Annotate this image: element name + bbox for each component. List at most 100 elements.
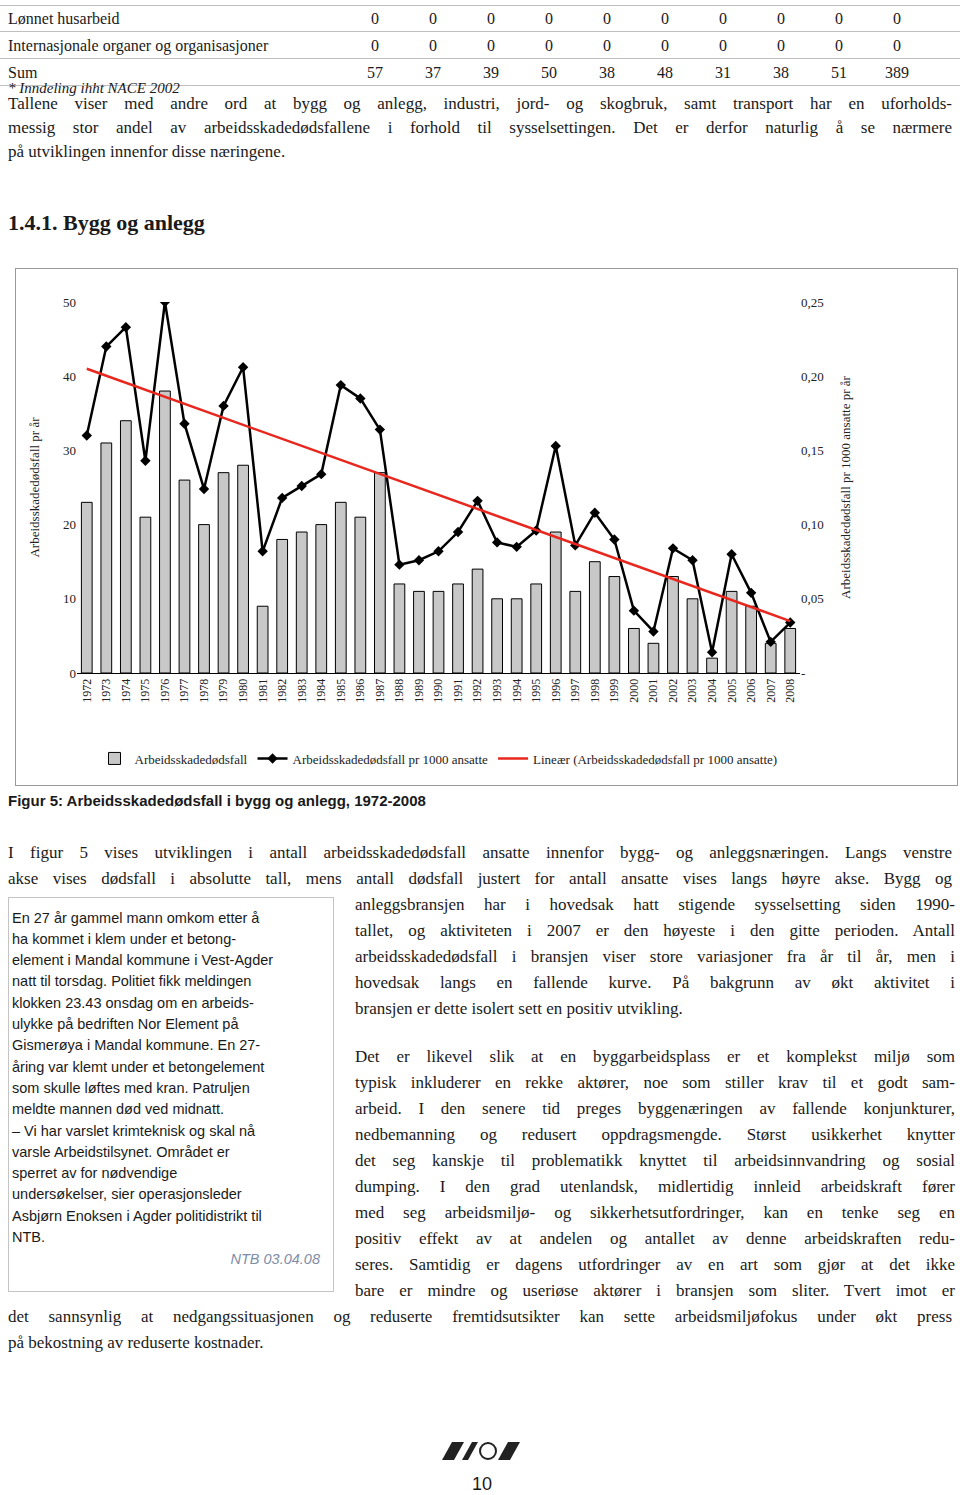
html-text:– Vi har varslet krimteknisk o: – Vi har varslet krimteknisk og skal nå <box>12 1122 256 1139</box>
svg-text:2003: 2003 <box>685 679 699 703</box>
html-text:Asbjørn Enoksen i Agder politi: Asbjørn Enoksen i Agder politidistrikt t… <box>12 1207 262 1224</box>
html-text:I figur 5 vises utviklingen i: I figur 5 vises utviklingen i antall arb… <box>8 843 952 862</box>
html-text:anleggsbransjen har i hovedsak: anleggsbransjen har i hovedsak hatt stig… <box>355 895 955 914</box>
svg-text:2008: 2008 <box>783 679 797 703</box>
svg-text:0,10: 0,10 <box>801 517 824 532</box>
html-text:Lønnet husarbeid: Lønnet husarbeid <box>8 9 120 27</box>
html-text:10: 10 <box>472 1473 492 1494</box>
svg-text:1997: 1997 <box>568 679 582 703</box>
html-text:positiv effekt av at andelen o: positiv effekt av at andelen og antallet… <box>355 1229 955 1248</box>
svg-text:-: - <box>801 666 805 681</box>
svg-text:40: 40 <box>63 369 76 384</box>
svg-text:2006: 2006 <box>744 679 758 703</box>
svg-text:Arbeidsskadedødsfall pr 1000 a: Arbeidsskadedødsfall pr 1000 ansatte <box>293 752 489 767</box>
html-text:undersøkelser, sier operasjons: undersøkelser, sier operasjonsleder <box>12 1186 242 1203</box>
html-text:389: 389 <box>885 63 909 81</box>
svg-text:Arbeidsskadedødsfall: Arbeidsskadedødsfall <box>135 752 248 767</box>
svg-text:1979: 1979 <box>216 679 230 703</box>
html-text:NTB 03.04.08: NTB 03.04.08 <box>230 1250 320 1267</box>
svg-text:Lineær (Arbeidsskadedødsfall p: Lineær (Arbeidsskadedødsfall pr 1000 ans… <box>533 752 777 767</box>
svg-text:1972: 1972 <box>80 679 94 703</box>
svg-text:1996: 1996 <box>549 679 563 703</box>
svg-text:0,15: 0,15 <box>801 443 824 458</box>
svg-text:2004: 2004 <box>705 679 719 703</box>
html-text:meldte mannen død ved midnatt.: meldte mannen død ved midnatt. <box>12 1101 224 1118</box>
html-text:bare er mindre og useriøse akt: bare er mindre og useriøse aktører i bra… <box>355 1281 955 1300</box>
html-text:seres. Samtidig er dagens utfo: seres. Samtidig er dagens utfordringer a… <box>355 1255 955 1274</box>
html-text:det seg kanskje til problemati: det seg kanskje til problematikk knyttet… <box>355 1151 955 1170</box>
svg-text:0,25: 0,25 <box>801 295 824 310</box>
svg-text:1987: 1987 <box>373 679 387 703</box>
html-text:57: 57 <box>367 63 383 81</box>
html-text:Figur 5: Arbeidsskadedødsfall: Figur 5: Arbeidsskadedødsfall i bygg og … <box>8 792 426 809</box>
svg-text:0,20: 0,20 <box>801 369 824 384</box>
svg-text:1985: 1985 <box>334 679 348 703</box>
svg-text:1973: 1973 <box>99 679 113 703</box>
svg-text:30: 30 <box>63 443 76 458</box>
svg-text:1992: 1992 <box>470 679 484 703</box>
html-text:bransjen er dette isolert sett: bransjen er dette isolert sett en positi… <box>355 999 683 1018</box>
html-text:arbeid. I den senere tid prege: arbeid. I den senere tid preges byggenær… <box>355 1099 955 1118</box>
html-text:klokken 23.43 onsdag om en arb: klokken 23.43 onsdag om en arbeids- <box>12 994 254 1011</box>
svg-text:1981: 1981 <box>256 679 270 703</box>
html-text:element i Mandal kommune i Ves: element i Mandal kommune i Vest-Agder <box>12 952 274 969</box>
html-text:ha kommet i klem under et beto: ha kommet i klem under et betong- <box>12 930 237 947</box>
svg-text:1984: 1984 <box>314 679 328 703</box>
svg-text:1975: 1975 <box>138 679 152 703</box>
svg-text:0: 0 <box>70 666 77 681</box>
svg-text:20: 20 <box>63 517 76 532</box>
svg-text:2002: 2002 <box>666 679 680 703</box>
html-text:akse vises dødsfall i absolutt: akse vises dødsfall i absolutte tall, me… <box>8 869 952 888</box>
svg-text:1990: 1990 <box>431 679 445 703</box>
html-text:Det er likevel slik at en bygg: Det er likevel slik at en byggarbeidspla… <box>355 1047 955 1066</box>
svg-text:1976: 1976 <box>158 679 172 703</box>
svg-text:0,05: 0,05 <box>801 591 824 606</box>
html-text:Sum: Sum <box>8 63 38 81</box>
svg-text:1989: 1989 <box>412 679 426 703</box>
svg-text:2001: 2001 <box>646 679 660 703</box>
html-text:nedbemanning og redusert oppdr: nedbemanning og redusert oppdragsmengde.… <box>355 1125 955 1144</box>
svg-text:1974: 1974 <box>119 679 133 703</box>
svg-text:10: 10 <box>63 591 76 606</box>
svg-text:50: 50 <box>63 295 76 310</box>
svg-text:1991: 1991 <box>451 679 465 703</box>
svg-text:1993: 1993 <box>490 679 504 703</box>
html-text:med seg arbeidsmiljø- og sikke: med seg arbeidsmiljø- og sikkerhetsutfor… <box>355 1203 955 1222</box>
html-text:det sannsynlig at nedgangssitu: det sannsynlig at nedgangssituasjonen og… <box>8 1307 952 1326</box>
html-text:1.4.1. Bygg og anlegg: 1.4.1. Bygg og anlegg <box>8 209 205 235</box>
svg-text:1995: 1995 <box>529 679 543 703</box>
svg-text:1994: 1994 <box>510 679 524 703</box>
svg-text:1986: 1986 <box>353 679 367 703</box>
svg-text:Arbeidsskadedødsfall pr år: Arbeidsskadedødsfall pr år <box>27 417 42 558</box>
html-text:hovedsak langs en fallende kur: hovedsak langs en fallende kurve. På bak… <box>355 973 955 992</box>
svg-text:Arbeidsskadedødsfall pr 1000 a: Arbeidsskadedødsfall pr 1000 ansatte pr … <box>838 375 853 598</box>
svg-text:1977: 1977 <box>177 679 191 703</box>
html-text:En 27 år gammel mann omkom ett: En 27 år gammel mann omkom etter å <box>12 909 260 926</box>
html-text:messig stor andel av arbeidssk: messig stor andel av arbeidsskadedødsfal… <box>8 118 952 137</box>
svg-text:2007: 2007 <box>764 679 778 703</box>
html-text:typisk inkluderer en rekke akt: typisk inkluderer en rekke aktører, noe … <box>355 1073 955 1092</box>
html-text:37: 37 <box>425 63 441 81</box>
svg-text:2005: 2005 <box>725 679 739 703</box>
html-text:sperret av for nødvendige: sperret av for nødvendige <box>12 1165 178 1182</box>
html-text:arbeidsskadedødsfall i bransje: arbeidsskadedødsfall i bransjen viser st… <box>355 947 955 966</box>
svg-text:1978: 1978 <box>197 679 211 703</box>
html-text:Gismerøya i Mandal kommune. En: Gismerøya i Mandal kommune. En 27- <box>12 1037 261 1054</box>
svg-text:1999: 1999 <box>607 679 621 703</box>
html-text:dumping. I den grad utenlandsk: dumping. I den grad utenlandsk, midlerti… <box>355 1177 955 1196</box>
html-text:på bekostning av reduserte kos: på bekostning av reduserte kostnader. <box>8 1333 264 1352</box>
svg-text:2000: 2000 <box>627 679 641 703</box>
html-text:åring var klemt under et beton: åring var klemt under et betongelement <box>12 1058 265 1075</box>
html-text:Tallene viser med andre ord at: Tallene viser med andre ord at bygg og a… <box>8 94 952 113</box>
html-text:Internasjonale organer og orga: Internasjonale organer og organisasjoner <box>8 36 269 54</box>
html-text:som skulle løftes med kran. Pa: som skulle løftes med kran. Patruljen <box>12 1079 250 1096</box>
svg-text:1998: 1998 <box>588 679 602 703</box>
html-text:natt til torsdag. Politiet fik: natt til torsdag. Politiet fikk meldinge… <box>12 973 252 990</box>
html-text:varsle Arbeidstilsynet. Område: varsle Arbeidstilsynet. Området er <box>12 1143 230 1160</box>
html-text:på utviklingen innenfor disse: på utviklingen innenfor disse næringene. <box>8 142 286 161</box>
html-text:tallet, og aktiviteten i 2007: tallet, og aktiviteten i 2007 er den høy… <box>355 921 955 940</box>
svg-text:1982: 1982 <box>275 679 289 703</box>
svg-text:1980: 1980 <box>236 679 250 703</box>
svg-text:1988: 1988 <box>392 679 406 703</box>
svg-text:1983: 1983 <box>295 679 309 703</box>
